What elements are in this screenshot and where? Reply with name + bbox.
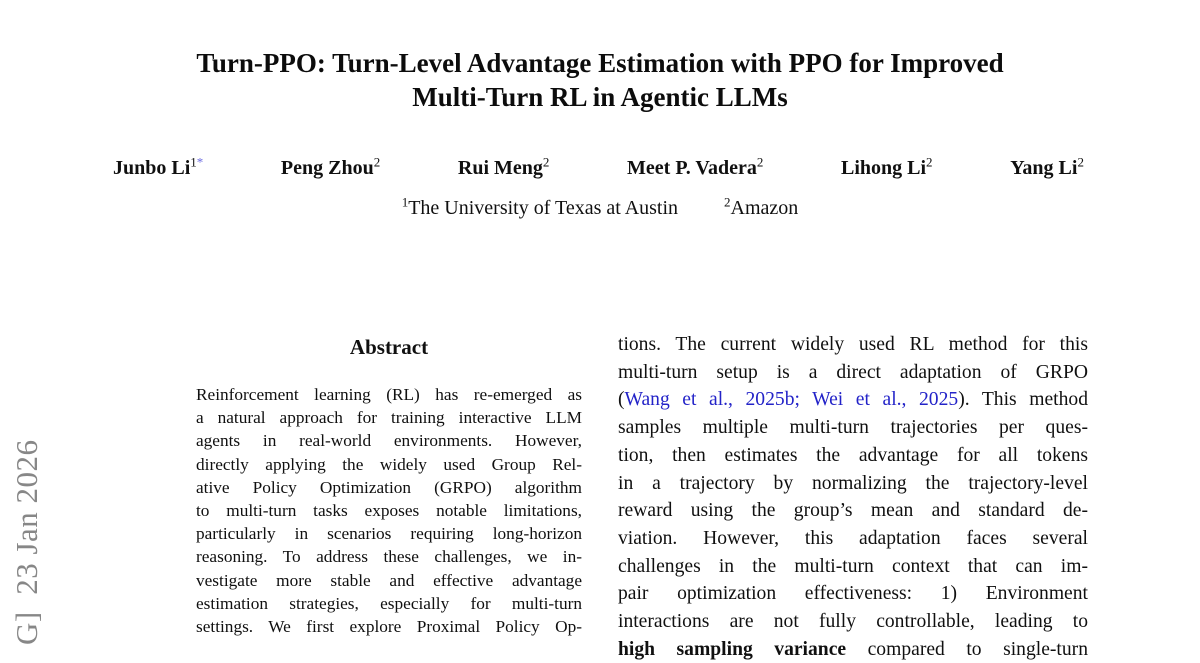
body-line: samples multiple multi-turn trajectories… [618,417,1088,439]
abstract-line: particularly in scenarios requiring long… [196,524,582,544]
author-name: Meet P. Vadera2 [627,154,764,179]
abstract-line: vestigate more stable and effective adva… [196,570,582,590]
author-name: Junbo Li1* [113,154,204,179]
author-name: Lihong Li2 [841,154,933,179]
footnote-asterisk: * [196,154,204,170]
abstract-heading: Abstract [349,335,429,359]
paper-title: Turn-PPO: Turn-Level Advantage Estimatio… [0,46,1200,114]
body-line: reward using the group’s mean and standa… [618,500,1088,522]
arxiv-watermark: G] 23 Jan 2026 [9,439,44,645]
abstract-section: Abstract Reinforcement learning (RL) has… [196,336,582,638]
paper-title-line2: Multi-Turn RL in Agentic LLMs [412,82,788,112]
body-line: challenges in the multi-turn context tha… [618,555,1088,577]
body-line: tions. The current widely used RL method… [618,334,1088,355]
citation-line: (Wang et al., 2025b; Wei et al., 2025). … [618,389,1089,411]
abstract-line: directly applying the widely used Group … [196,454,582,474]
citation-link[interactable]: Wang et al., 2025b; [624,389,800,411]
abstract-line: to multi-turn tasks exposes notable limi… [196,501,582,521]
abstract-body: Reinforcement learning (RL) has re-emerg… [196,383,582,638]
body-line: interactions are not fully controllable,… [618,611,1088,633]
body-line: tion, then estimates the advantage for a… [618,444,1088,466]
abstract-line: agents in real-world environments. Howev… [196,431,582,451]
abstract-line: a natural approach for training interact… [196,408,582,428]
abstract-line: estimation strategies, especially for mu… [196,593,582,613]
abstract-line: Reinforcement learning (RL) has re-emerg… [196,385,582,404]
paper-title-line1: Turn-PPO: Turn-Level Advantage Estimatio… [196,48,1004,78]
author-name: Rui Meng2 [457,154,550,179]
paper-page: G] 23 Jan 2026 Turn-PPO: Turn-Level Adva… [0,46,1200,660]
body-line: viation. However, this adaptation faces … [618,527,1088,549]
abstract-line: settings. We first explore Proximal Poli… [196,617,582,637]
body-text-column: tions. The current widely used RL method… [618,331,1088,663]
body-line-clipped: high sampling variance compared to singl… [618,638,1088,660]
affiliation-list: 1The University of Texas at Austin 2Amaz… [0,194,1200,220]
author-name: Yang Li2 [1010,154,1084,179]
author-list: Junbo Li1* Peng Zhou2 Rui Meng2 Meet P. … [113,154,1084,180]
body-line: in a trajectory by normalizing the traje… [618,472,1088,494]
body-line: pair optimization effectiveness: 1) Envi… [618,583,1088,605]
body-line: multi-turn setup is a direct adaptation … [618,361,1088,383]
abstract-line: reasoning. To address these challenges, … [196,547,582,567]
citation-link[interactable]: Wei et al., 2025 [812,389,959,411]
affiliation: 1The University of Texas at Austin [401,194,679,219]
affiliation: 2Amazon [724,194,799,219]
abstract-line: ative Policy Optimization (GRPO) algorit… [196,477,582,497]
author-name: Peng Zhou2 [280,154,381,179]
